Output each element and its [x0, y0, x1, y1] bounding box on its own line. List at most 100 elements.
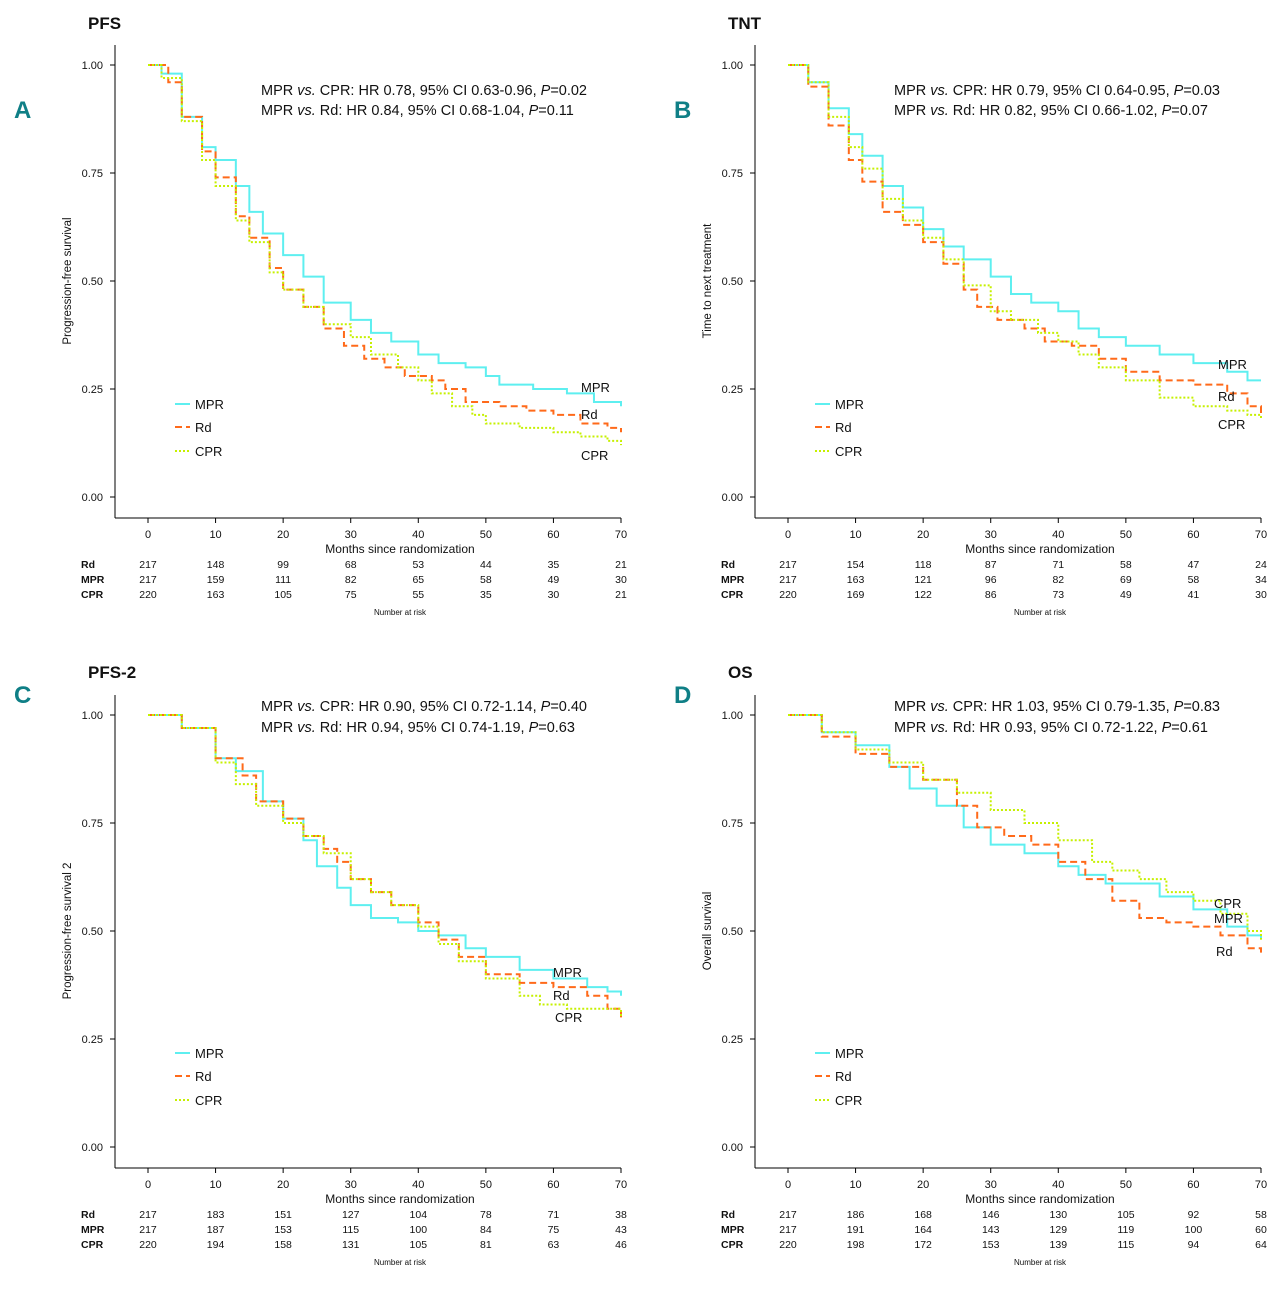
curve-end-label: Rd: [1218, 389, 1235, 404]
at-risk-value: 84: [480, 1224, 492, 1236]
p-value: =0.83: [1183, 699, 1220, 715]
x-tick-label: 0: [785, 529, 791, 541]
at-risk-value: 58: [1120, 559, 1132, 571]
p-label: P: [1174, 83, 1184, 99]
at-risk-value: 139: [1050, 1239, 1068, 1251]
curve-end-label: Rd: [553, 988, 570, 1003]
curve-cpr: [148, 714, 622, 1018]
x-tick-label: 70: [615, 1179, 627, 1191]
hazard-ratio-annotation: MPR vs. Rd: HR 0.82, 95% CI 0.66-1.02, P…: [894, 103, 1208, 119]
hr-text: CPR: HR 0.90, 95% CI 0.72-1.14,: [316, 699, 541, 715]
p-value: =0.63: [538, 720, 575, 736]
hazard-ratio-annotation: MPR vs. Rd: HR 0.94, 95% CI 0.74-1.19, P…: [261, 720, 575, 736]
at-risk-row-label: CPR: [721, 1239, 744, 1251]
x-tick-label: 40: [412, 529, 424, 541]
curve-end-label: MPR: [1214, 911, 1243, 926]
at-risk-value: 78: [480, 1209, 492, 1221]
panel-letter: B: [674, 97, 691, 124]
at-risk-value: 71: [1052, 559, 1064, 571]
comparison-arm: MPR: [261, 699, 297, 715]
at-risk-value: 217: [779, 559, 797, 571]
at-risk-row-label: CPR: [81, 1239, 104, 1251]
at-risk-value: 217: [139, 574, 157, 586]
at-risk-value: 153: [982, 1239, 1000, 1251]
at-risk-value: 71: [548, 1209, 560, 1221]
at-risk-title: Number at risk: [374, 1258, 427, 1267]
at-risk-value: 86: [985, 589, 997, 601]
at-risk-value: 115: [1117, 1239, 1134, 1251]
x-tick-label: 40: [1052, 529, 1064, 541]
at-risk-value: 100: [410, 1224, 428, 1236]
at-risk-value: 153: [274, 1224, 292, 1236]
at-risk-value: 24: [1255, 559, 1267, 571]
at-risk-value: 217: [779, 1224, 797, 1236]
hazard-ratio-annotation: MPR vs. CPR: HR 1.03, 95% CI 0.79-1.35, …: [894, 699, 1220, 715]
at-risk-value: 143: [982, 1224, 1000, 1236]
y-tick-label: 0.00: [82, 492, 103, 504]
at-risk-value: 92: [1188, 1209, 1200, 1221]
curve-mpr: [148, 714, 622, 996]
x-tick-label: 50: [1120, 1179, 1132, 1191]
y-tick-label: 0.50: [722, 276, 743, 288]
x-tick-label: 50: [480, 529, 492, 541]
at-risk-value: 105: [1117, 1209, 1135, 1221]
x-tick-label: 70: [1255, 1179, 1267, 1191]
y-tick-label: 0.50: [722, 926, 743, 938]
at-risk-value: 68: [345, 559, 357, 571]
at-risk-row-label: Rd: [81, 1209, 95, 1221]
curve-rd: [148, 64, 622, 433]
y-tick-label: 0.50: [82, 926, 103, 938]
p-value: =0.11: [538, 103, 574, 119]
panel-letter: D: [674, 682, 691, 709]
at-risk-title: Number at risk: [374, 608, 427, 617]
versus-text: vs.: [930, 83, 949, 99]
at-risk-value: 220: [779, 1239, 797, 1251]
at-risk-value: 21: [615, 589, 627, 601]
y-tick-label: 1.00: [82, 710, 103, 722]
at-risk-value: 58: [1255, 1209, 1267, 1221]
hr-text: Rd: HR 0.84, 95% CI 0.68-1.04,: [316, 103, 529, 119]
at-risk-value: 169: [847, 589, 865, 601]
at-risk-value: 159: [207, 574, 225, 586]
at-risk-value: 44: [480, 559, 492, 571]
comparison-arm: MPR: [261, 103, 297, 119]
at-risk-row-label: MPR: [721, 1224, 745, 1236]
curve-end-label: CPR: [1218, 417, 1245, 432]
comparison-arm: MPR: [894, 699, 930, 715]
x-tick-label: 40: [1052, 1179, 1064, 1191]
at-risk-value: 131: [342, 1239, 360, 1251]
at-risk-value: 154: [847, 559, 865, 571]
hr-text: Rd: HR 0.94, 95% CI 0.74-1.19,: [316, 720, 529, 736]
at-risk-value: 118: [915, 559, 932, 571]
at-risk-value: 220: [139, 589, 157, 601]
y-tick-label: 1.00: [82, 60, 103, 72]
at-risk-value: 49: [548, 574, 560, 586]
at-risk-value: 73: [1052, 589, 1064, 601]
at-risk-value: 168: [914, 1209, 932, 1221]
y-axis-label: Overall survival: [702, 892, 714, 971]
curve-end-label: MPR: [581, 380, 610, 395]
at-risk-row-label: CPR: [721, 589, 744, 601]
at-risk-value: 30: [548, 589, 560, 601]
x-tick-label: 30: [345, 529, 357, 541]
curve-cpr: [148, 64, 622, 446]
legend-label-cpr: CPR: [195, 444, 222, 459]
at-risk-row-label: MPR: [81, 1224, 105, 1236]
x-tick-label: 30: [345, 1179, 357, 1191]
at-risk-value: 186: [847, 1209, 865, 1221]
at-risk-value: 198: [847, 1239, 865, 1251]
x-tick-label: 10: [849, 1179, 861, 1191]
at-risk-value: 158: [274, 1239, 292, 1251]
panel-b: B TNT 0.00 0.25 0.50 0.75 1.00 0 10 20 30 40 50 60 70 M…: [674, 14, 1267, 617]
comparison-arm: MPR: [261, 720, 297, 736]
legend-label-rd: Rd: [835, 1069, 852, 1084]
at-risk-title: Number at risk: [1014, 1258, 1067, 1267]
x-tick-label: 60: [1187, 1179, 1199, 1191]
at-risk-value: 151: [274, 1209, 292, 1221]
at-risk-value: 217: [139, 1224, 157, 1236]
curve-end-label: CPR: [555, 1010, 582, 1025]
panel-letter: A: [14, 97, 31, 124]
at-risk-value: 64: [1255, 1239, 1267, 1251]
at-risk-value: 30: [1255, 589, 1267, 601]
x-axis-label: Months since randomization: [325, 1192, 474, 1206]
